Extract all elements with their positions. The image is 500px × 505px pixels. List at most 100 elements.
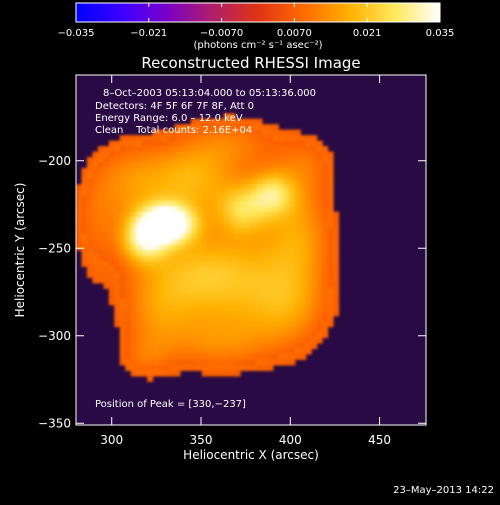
heatmap-cell — [272, 157, 279, 164]
heatmap-cell — [218, 200, 225, 207]
heatmap-cell — [261, 195, 269, 202]
heatmap-cell — [125, 200, 132, 207]
heatmap-cell — [201, 228, 208, 235]
heatmap-cell — [245, 348, 252, 355]
heatmap-cell — [185, 315, 192, 322]
heatmap-cell — [294, 206, 301, 213]
heatmap-cell — [218, 326, 225, 333]
heatmap-cell — [294, 266, 301, 273]
heatmap-cell — [179, 353, 186, 360]
heatmap-cell — [174, 370, 181, 377]
heatmap-cell — [147, 260, 154, 268]
heatmap-cell — [108, 140, 115, 147]
heatmap-cell — [223, 178, 230, 185]
heatmap-cell — [190, 146, 197, 153]
heatmap-cell — [316, 140, 323, 147]
heatmap-cell — [185, 173, 192, 180]
heatmap-cell — [163, 337, 170, 344]
heatmap-cell — [136, 239, 143, 246]
heatmap-cell — [283, 189, 290, 196]
heatmap-cell — [333, 304, 340, 311]
heatmap-cell — [207, 293, 214, 300]
heatmap-cell — [316, 211, 323, 218]
heatmap-cell — [300, 282, 307, 289]
heatmap-cell — [229, 260, 236, 268]
heatmap-cell — [158, 129, 165, 136]
heatmap-cell — [240, 228, 247, 235]
heatmap-cell — [168, 266, 176, 273]
heatmap-cell — [103, 271, 110, 278]
heatmap-cell — [190, 135, 197, 142]
heatmap-cell — [251, 260, 258, 268]
heatmap-cell — [234, 364, 241, 371]
x-tick-label: 400 — [279, 433, 302, 447]
heatmap-cell — [114, 228, 121, 235]
heatmap-cell — [261, 299, 269, 306]
heatmap-cell — [190, 211, 197, 218]
heatmap-cell — [223, 162, 230, 169]
heatmap-cell — [300, 233, 307, 240]
heatmap-cell — [152, 189, 159, 196]
heatmap-cell — [278, 359, 285, 366]
annotation-block: 8–Oct–2003 05:13:04.000 to 05:13:36.000 … — [95, 88, 316, 136]
heatmap-cell — [114, 200, 121, 207]
heatmap-cell — [267, 332, 274, 339]
heatmap-cell — [327, 195, 334, 202]
heatmap-cell — [311, 271, 318, 278]
heatmap-cell — [289, 129, 296, 136]
heatmap-cell — [294, 189, 301, 196]
heatmap-cell — [103, 195, 110, 202]
heatmap-cell — [141, 206, 148, 213]
heatmap-cell — [114, 239, 121, 246]
heatmap-cell — [97, 271, 104, 278]
heatmap-cell — [158, 250, 165, 257]
heatmap-cell — [240, 271, 247, 278]
heatmap-cell — [223, 244, 230, 251]
heatmap-cell — [261, 260, 269, 268]
heatmap-cell — [119, 189, 126, 196]
heatmap-cell — [251, 135, 258, 142]
heatmap-cell — [223, 129, 230, 136]
heatmap-cell — [212, 332, 219, 339]
heatmap-cell — [322, 173, 329, 180]
heatmap-cell — [294, 135, 301, 142]
heatmap-cell — [300, 337, 307, 344]
heatmap-cell — [223, 370, 230, 377]
heatmap-cell — [81, 260, 88, 268]
heatmap-cell — [289, 146, 296, 153]
heatmap-cell — [212, 342, 219, 350]
heatmap-cell — [316, 206, 323, 213]
heatmap-cell — [141, 222, 148, 229]
heatmap-cell — [130, 364, 137, 371]
heatmap-cell — [119, 337, 126, 344]
heatmap-cell — [130, 217, 137, 224]
heatmap-cell — [179, 151, 186, 158]
heatmap-cell — [207, 195, 214, 202]
heatmap-cell — [251, 288, 258, 295]
heatmap-cell — [261, 288, 269, 295]
heatmap-cell — [174, 178, 181, 185]
heatmap-cell — [108, 211, 115, 218]
heatmap-cell — [174, 157, 181, 164]
heatmap-cell — [119, 217, 126, 224]
heatmap-cell — [92, 189, 99, 196]
heatmap-cell — [333, 288, 340, 295]
heatmap-cell — [179, 244, 186, 251]
heatmap-cell — [147, 211, 154, 218]
heatmap-cell — [261, 200, 269, 207]
heatmap-cell — [256, 255, 263, 262]
heatmap-cell — [108, 239, 115, 246]
heatmap-cell — [174, 217, 181, 224]
heatmap-cell — [185, 124, 192, 131]
heatmap-cell — [185, 359, 192, 366]
heatmap-cell — [163, 271, 170, 278]
heatmap-cell — [333, 271, 340, 278]
heatmap-cell — [114, 206, 121, 213]
heatmap-cell — [229, 113, 236, 120]
heatmap-cell — [179, 140, 186, 147]
heatmap-cell — [125, 244, 132, 251]
heatmap-cell — [289, 266, 296, 273]
heatmap-cell — [168, 178, 176, 185]
heatmap-cell — [136, 293, 143, 300]
